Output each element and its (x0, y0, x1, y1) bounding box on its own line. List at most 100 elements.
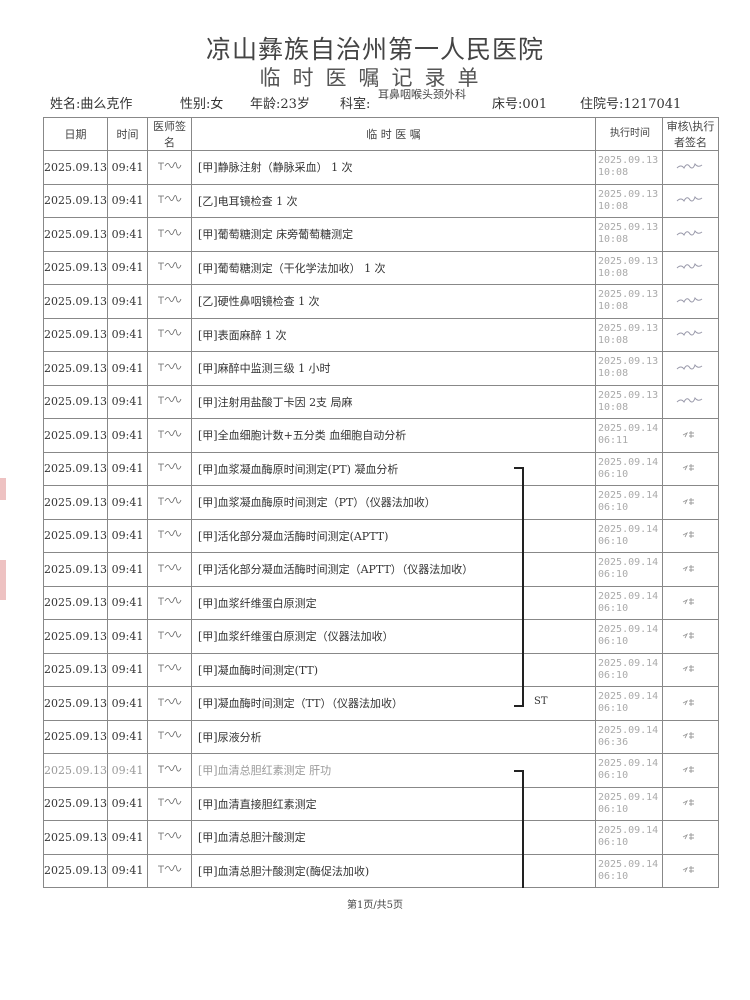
order-time: 09:41 (106, 150, 148, 185)
order-text: [甲]活化部分凝血活酶时间测定（APTT）（仪器法加收） (190, 552, 596, 587)
order-text: [甲]血清总胆汁酸测定 (190, 820, 596, 855)
hospital-name: 凉山彝族自治州第一人民医院 (205, 35, 544, 64)
order-date: 2025.09.13 (43, 518, 108, 553)
red-stamp-mark (0, 560, 6, 600)
col-time: 时间 (106, 117, 148, 151)
order-date: 2025.09.13 (43, 585, 108, 620)
order-text: [甲]血清总胆汁酸测定(酶促法加收) (190, 853, 596, 888)
doctor-signature (146, 652, 192, 687)
table-row: 2025.09.13 09:41 [甲]尿液分析 2025.09.14 06:3… (43, 719, 720, 754)
order-text: [甲]静脉注射（静脉采血） 1 次 (190, 150, 596, 185)
table-row: 2025.09.13 09:41 [甲]凝血酶时间测定(TT) 2025.09.… (43, 652, 720, 687)
doctor-signature (146, 150, 192, 185)
exec-time: 2025.09.14 06:10 (594, 451, 663, 486)
order-text: [甲]凝血酶时间测定(TT) (190, 652, 596, 687)
group-bracket (514, 467, 524, 707)
executor-signature (661, 250, 720, 285)
order-date: 2025.09.13 (43, 183, 108, 218)
exec-time: 2025.09.14 06:10 (594, 686, 663, 721)
table-row: 2025.09.13 09:41 [甲]血清直接胆红素测定 2025.09.14… (43, 786, 720, 821)
exec-time: 2025.09.13 10:08 (594, 284, 663, 319)
admission-number: 住院号:1217041 (580, 97, 682, 112)
exec-time: 2025.09.14 06:10 (594, 619, 663, 654)
order-text: [甲]全血细胞计数+五分类 血细胞自动分析 (190, 418, 596, 453)
order-time: 09:41 (106, 351, 148, 386)
order-time: 09:41 (106, 786, 148, 821)
exec-time: 2025.09.13 10:08 (594, 150, 663, 185)
exec-time: 2025.09.14 06:36 (594, 719, 663, 754)
patient-name: 姓名:曲么克作 (50, 97, 133, 112)
order-text: [甲]葡萄糖测定 床旁葡萄糖测定 (190, 217, 596, 252)
order-date: 2025.09.13 (43, 753, 108, 788)
order-date: 2025.09.13 (43, 786, 108, 821)
exec-time: 2025.09.14 06:10 (594, 853, 663, 888)
table-row: 2025.09.13 09:41 [甲]血清总胆汁酸测定(酶促法加收) 2025… (43, 853, 720, 888)
order-time: 09:41 (106, 552, 148, 587)
exec-time: 2025.09.14 06:10 (594, 585, 663, 620)
order-text: [甲]血浆纤维蛋白原测定（仪器法加收） (190, 619, 596, 654)
table-row: 2025.09.13 09:41 [甲]活化部分凝血活酶时间测定(APTT) 2… (43, 518, 720, 553)
col-order: 临 时 医 嘱 (190, 117, 596, 151)
doctor-signature (146, 518, 192, 553)
order-text: [甲]血清总胆红素测定 肝功 (190, 753, 596, 788)
doctor-signature (146, 351, 192, 386)
exec-time: 2025.09.14 06:10 (594, 820, 663, 855)
doctor-signature (146, 552, 192, 587)
order-text: [甲]葡萄糖测定（干化学法加收） 1 次 (190, 250, 596, 285)
doctor-signature (146, 585, 192, 620)
doctor-signature (146, 183, 192, 218)
doctor-signature (146, 217, 192, 252)
executor-signature (661, 820, 720, 855)
order-date: 2025.09.13 (43, 418, 108, 453)
exec-time: 2025.09.13 10:08 (594, 217, 663, 252)
table-row: 2025.09.13 09:41 [甲]血浆凝血酶原时间测定(PT) 凝血分析 … (43, 451, 720, 486)
order-date: 2025.09.13 (43, 384, 108, 419)
executor-signature (661, 686, 720, 721)
order-date: 2025.09.13 (43, 853, 108, 888)
doctor-signature (146, 753, 192, 788)
exec-time: 2025.09.13 10:08 (594, 250, 663, 285)
order-date: 2025.09.13 (43, 552, 108, 587)
order-text: [甲]注射用盐酸丁卡因 2支 局麻 (190, 384, 596, 419)
col-doctor: 医师签名 (146, 117, 192, 151)
executor-signature (661, 384, 720, 419)
executor-signature (661, 451, 720, 486)
order-time: 09:41 (106, 719, 148, 754)
order-time: 09:41 (106, 753, 148, 788)
executor-signature (661, 719, 720, 754)
table-row: 2025.09.13 09:41 [甲]活化部分凝血活酶时间测定（APTT）（仪… (43, 552, 720, 587)
table-row: 2025.09.13 09:41 [甲]葡萄糖测定 床旁葡萄糖测定 2025.0… (43, 217, 720, 252)
order-date: 2025.09.13 (43, 619, 108, 654)
doctor-signature (146, 284, 192, 319)
doctor-signature (146, 317, 192, 352)
executor-signature (661, 518, 720, 553)
exec-time: 2025.09.13 10:08 (594, 317, 663, 352)
executor-signature (661, 552, 720, 587)
doctor-signature (146, 820, 192, 855)
doctor-signature (146, 719, 192, 754)
order-text: [甲]血浆凝血酶原时间测定（PT）（仪器法加收） (190, 485, 596, 520)
order-time: 09:41 (106, 485, 148, 520)
order-text: [甲]麻醉中监测三级 1 小时 (190, 351, 596, 386)
order-time: 09:41 (106, 217, 148, 252)
table-row: 2025.09.13 09:41 [甲]血浆纤维蛋白原测定 2025.09.14… (43, 585, 720, 620)
order-date: 2025.09.13 (43, 217, 108, 252)
table-row: 2025.09.13 09:41 [甲]血浆纤维蛋白原测定（仪器法加收） 202… (43, 619, 720, 654)
executor-signature (661, 485, 720, 520)
order-text: [乙]硬性鼻咽镜检查 1 次 (190, 284, 596, 319)
order-date: 2025.09.13 (43, 652, 108, 687)
table-row: 2025.09.13 09:41 [乙]电耳镜检查 1 次 2025.09.13… (43, 183, 720, 218)
order-text: [甲]血清直接胆红素测定 (190, 786, 596, 821)
order-time: 09:41 (106, 853, 148, 888)
order-time: 09:41 (106, 418, 148, 453)
form-title: 临时医嘱记录单 (259, 66, 491, 90)
order-date: 2025.09.13 (43, 820, 108, 855)
exec-time: 2025.09.14 06:10 (594, 552, 663, 587)
table-row: 2025.09.13 09:41 [甲]血浆凝血酶原时间测定（PT）（仪器法加收… (43, 485, 720, 520)
order-date: 2025.09.13 (43, 451, 108, 486)
order-text: [甲]血浆凝血酶原时间测定(PT) 凝血分析 (190, 451, 596, 486)
table-header: 日期 时间 医师签名 临 时 医 嘱 执行时间 审核\执行者签名 (43, 117, 720, 151)
executor-signature (661, 585, 720, 620)
doctor-signature (146, 853, 192, 888)
order-date: 2025.09.13 (43, 686, 108, 721)
